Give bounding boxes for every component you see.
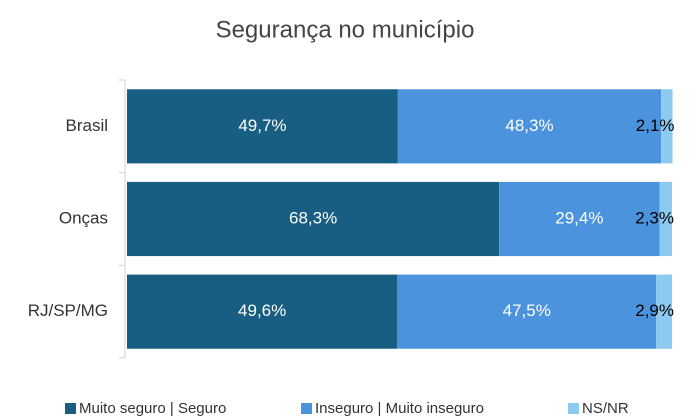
value-label: 48,3%	[505, 116, 553, 135]
bar-segment	[499, 181, 660, 257]
legend-swatch	[65, 403, 76, 414]
bar-segment	[127, 181, 500, 257]
legend-swatch	[301, 403, 312, 414]
value-label: 49,6%	[238, 301, 286, 320]
value-label: 2,3%	[635, 208, 674, 227]
legend-label: Muito seguro | Seguro	[79, 400, 226, 416]
bar-segment	[127, 89, 398, 164]
y-tick-label: Onças	[59, 208, 108, 227]
value-label: 68,3%	[289, 208, 337, 227]
value-label: 2,1%	[636, 116, 675, 135]
y-tick-label: Brasil	[65, 116, 108, 135]
bar-segment	[397, 274, 657, 349]
bar-segment	[661, 89, 673, 164]
bar-segment	[397, 89, 662, 164]
chart-title: Segurança no município	[216, 16, 475, 43]
value-label: 2,9%	[635, 301, 674, 320]
legend-label: NS/NR	[582, 400, 629, 416]
legend-swatch	[568, 403, 579, 414]
bar-segment	[659, 181, 672, 257]
value-label: 29,4%	[555, 208, 603, 227]
bar-segment	[127, 274, 398, 349]
legend-label: Inseguro | Muito inseguro	[315, 400, 484, 416]
value-label: 47,5%	[503, 301, 551, 320]
y-tick-label: RJ/SP/MG	[28, 301, 108, 320]
bar-segment	[656, 274, 672, 349]
value-label: 49,7%	[238, 116, 286, 135]
